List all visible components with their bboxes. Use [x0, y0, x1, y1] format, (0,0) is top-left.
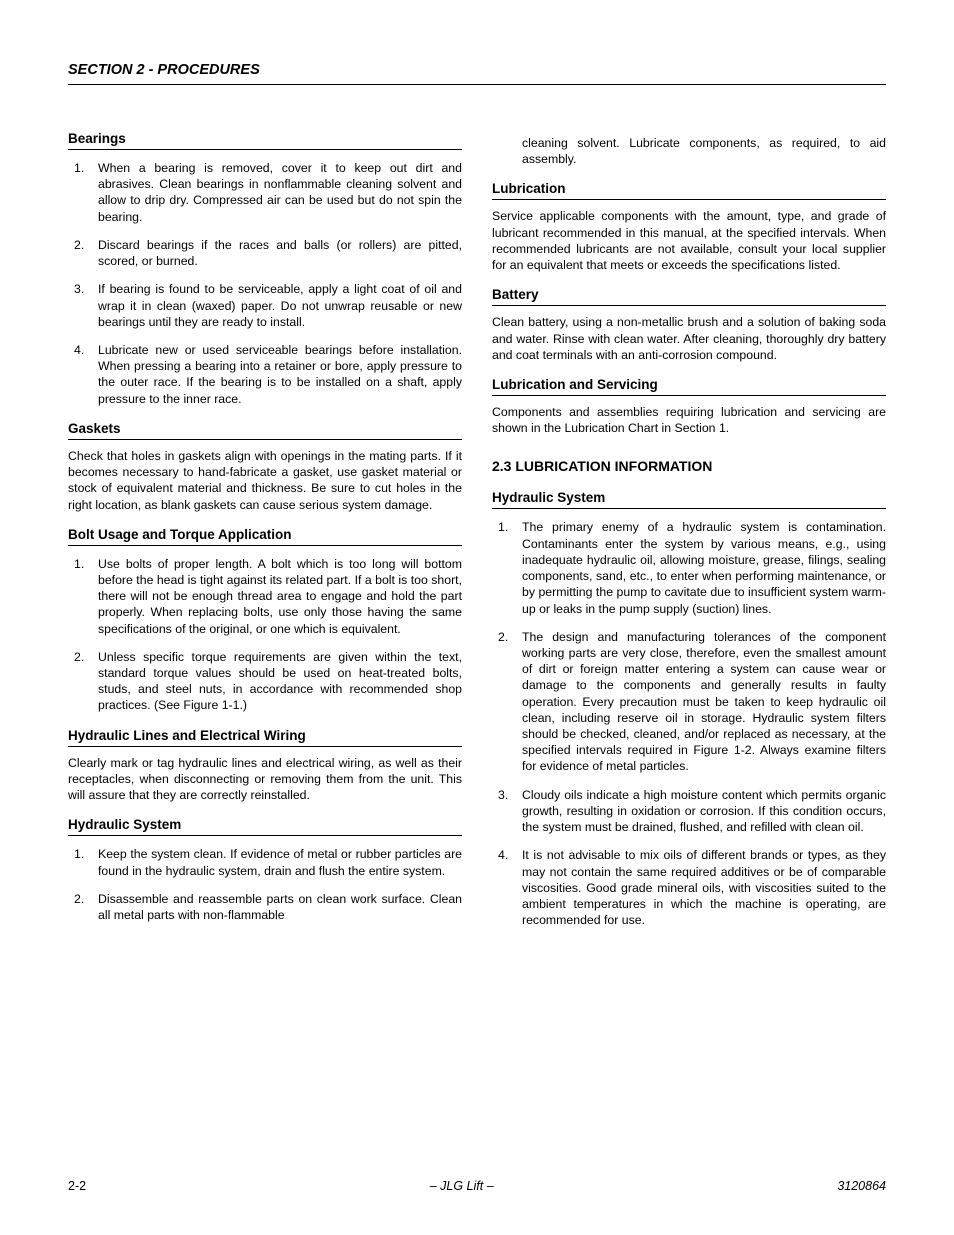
section-2-3-heading: 2.3 LUBRICATION INFORMATION [492, 458, 886, 474]
page-header: SECTION 2 - PROCEDURES [68, 62, 886, 85]
list-item: The primary enemy of a hydraulic system … [522, 519, 886, 616]
footer-brand: – JLG Lift – [430, 1179, 494, 1193]
para-lubrication: Service applicable components with the a… [492, 208, 886, 273]
para-hydraulic-lines: Clearly mark or tag hydraulic lines and … [68, 755, 462, 804]
list-item: The design and manufacturing tolerances … [522, 629, 886, 775]
heading-lubrication: Lubrication [492, 181, 886, 200]
list-bearings: When a bearing is removed, cover it to k… [68, 160, 462, 407]
para-lubrication-servicing: Components and assemblies requiring lubr… [492, 404, 886, 436]
heading-lubrication-servicing: Lubrication and Servicing [492, 377, 886, 396]
list-hydraulic-system-1: Keep the system clean. If evidence of me… [68, 846, 462, 923]
list-bolts: Use bolts of proper length. A bolt which… [68, 556, 462, 714]
para-battery: Clean battery, using a non-metallic brus… [492, 314, 886, 363]
heading-battery: Battery [492, 287, 886, 306]
para-gaskets: Check that holes in gaskets align with o… [68, 448, 462, 513]
list-item: Disassemble and reassemble parts on clea… [98, 891, 462, 923]
heading-hydraulic-system-2: Hydraulic System [492, 490, 886, 509]
list-item: When a bearing is removed, cover it to k… [98, 160, 462, 225]
right-column: cleaning solvent. Lubricate components, … [492, 131, 886, 940]
heading-hydraulic-system-1: Hydraulic System [68, 817, 462, 836]
content-columns: Bearings When a bearing is removed, cove… [68, 131, 886, 940]
list-item: Lubricate new or used serviceable bearin… [98, 342, 462, 407]
heading-bearings: Bearings [68, 131, 462, 150]
heading-hydraulic-lines: Hydraulic Lines and Electrical Wiring [68, 728, 462, 747]
list-item: Cloudy oils indicate a high moisture con… [522, 787, 886, 836]
list-item: Keep the system clean. If evidence of me… [98, 846, 462, 878]
list-hydraulic-system-2: The primary enemy of a hydraulic system … [492, 519, 886, 928]
footer-page-number: 2-2 [68, 1179, 86, 1193]
heading-gaskets: Gaskets [68, 421, 462, 440]
list-item: Discard bearings if the races and balls … [98, 237, 462, 269]
list-item: Use bolts of proper length. A bolt which… [98, 556, 462, 637]
para-continuation: cleaning solvent. Lubricate components, … [492, 135, 886, 167]
heading-bolts: Bolt Usage and Torque Application [68, 527, 462, 546]
list-item: It is not advisable to mix oils of diffe… [522, 847, 886, 928]
footer-doc-number: 3120864 [837, 1179, 886, 1193]
left-column: Bearings When a bearing is removed, cove… [68, 131, 462, 940]
page-footer: 2-2 – JLG Lift – 3120864 [68, 1179, 886, 1193]
list-item: Unless specific torque requirements are … [98, 649, 462, 714]
list-item: If bearing is found to be serviceable, a… [98, 281, 462, 330]
